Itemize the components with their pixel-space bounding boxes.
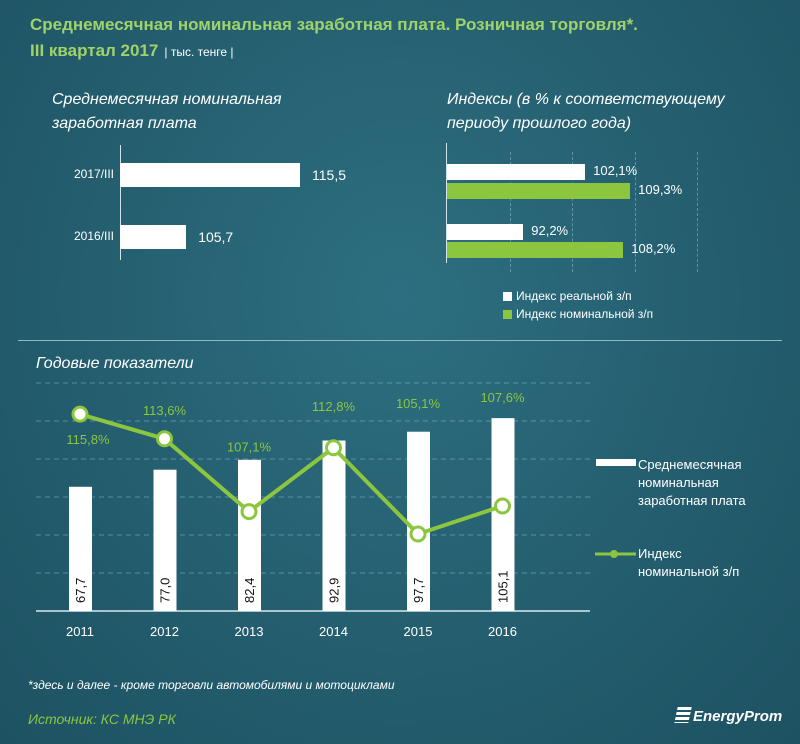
index-point	[325, 439, 342, 457]
legend-index-label: Индекс номинальной з/п	[638, 546, 740, 579]
year-label: 2016	[488, 624, 517, 639]
salary-bar	[238, 459, 261, 611]
index-value: 109,3%	[638, 182, 683, 197]
index-line	[79, 412, 504, 536]
salary-bar	[120, 163, 300, 187]
legend-index: Индекс номинальной з/п	[594, 545, 758, 581]
salary-bar	[69, 486, 92, 611]
salary-bar	[491, 418, 515, 611]
category-label: 2016/III	[73, 229, 114, 243]
index-value: 108,2%	[631, 241, 676, 256]
year-label: 2014	[319, 624, 348, 639]
index-point	[494, 497, 511, 515]
bar-value-label: 67,7	[73, 578, 88, 603]
grid-line	[509, 152, 511, 272]
index-bar	[447, 164, 586, 180]
index-value: 92,2%	[531, 223, 569, 238]
year-label: 2013	[235, 624, 264, 639]
year-label: 2012	[150, 624, 179, 639]
legend-nominal: Индекс номинальной з/п	[503, 307, 653, 321]
units-label: | тыс. тенге |	[164, 45, 234, 59]
salary-value: 115,5	[312, 167, 346, 183]
salary-bar	[120, 225, 187, 249]
year-label: 2015	[404, 624, 433, 639]
index-value-label: 112,8%	[312, 399, 356, 414]
legend-nominal-label: Индекс номинальной з/п	[516, 307, 654, 321]
index-point	[71, 405, 89, 423]
legend-real: Индекс реальной з/п	[503, 289, 632, 303]
legend-swatch-green	[503, 310, 512, 320]
annual-chart-title: Годовые показатели	[36, 355, 194, 372]
index-value-label: 107,1%	[227, 440, 272, 455]
salary-bar	[153, 469, 177, 611]
index-chart-title: Индексы (в % к соответствующему периоду …	[447, 91, 725, 132]
index-value-label: 107,6%	[480, 390, 525, 405]
legend-salary: Среднемесячная номинальная заработная пл…	[596, 456, 778, 510]
bar-value-label: 82,4	[242, 578, 257, 603]
category-label: 2017/III	[73, 167, 114, 181]
index-bar	[447, 183, 631, 199]
energyprom-logo: EnergyProm	[674, 707, 783, 725]
index-value: 102,1%	[593, 163, 638, 178]
legend-swatch-white	[503, 292, 512, 302]
bar-value-label: 97,7	[411, 578, 426, 603]
logo-text: EnergyProm	[693, 708, 783, 725]
index-value-label: 105,1%	[396, 396, 441, 411]
bar-value-label: 105,1	[496, 570, 511, 603]
footnote: *здесь и далее - кроме торговли автомоби…	[28, 678, 395, 692]
salary-value: 105,7	[198, 229, 234, 245]
index-point	[156, 430, 173, 448]
year-label: 2011	[66, 624, 94, 639]
bar-value-label: 92,9	[327, 578, 342, 603]
legend-line-swatch	[595, 550, 636, 558]
grid-line	[697, 152, 698, 272]
title-line1: Среднемесячная номинальная заработная пл…	[30, 15, 638, 34]
salary-axis	[120, 145, 121, 260]
bar-value-label: 77,0	[158, 578, 173, 603]
source: Источник: КС МНЭ РК	[28, 711, 176, 727]
divider	[18, 340, 782, 341]
grid-line	[572, 152, 573, 272]
index-axis	[446, 143, 447, 263]
salary-bar	[407, 431, 430, 611]
index-bar	[447, 224, 524, 240]
legend-salary-label: Среднемесячная номинальная заработная пл…	[638, 457, 746, 508]
title-line2: III квартал 2017	[30, 41, 159, 60]
index-point	[409, 525, 427, 543]
page-title: Среднемесячная номинальная заработная пл…	[30, 12, 638, 65]
legend-bar-swatch	[596, 459, 636, 466]
index-value-label: 113,6%	[143, 403, 187, 418]
legend-real-label: Индекс реальной з/п	[516, 289, 632, 303]
grid-line	[634, 152, 636, 272]
index-bar	[447, 242, 624, 258]
salary-chart-title: Среднемесячная номинальная заработная пл…	[52, 91, 282, 132]
index-point	[240, 503, 258, 521]
index-value-label: 115,8%	[66, 432, 110, 447]
logo-icon	[674, 707, 692, 723]
salary-bar	[322, 440, 346, 611]
